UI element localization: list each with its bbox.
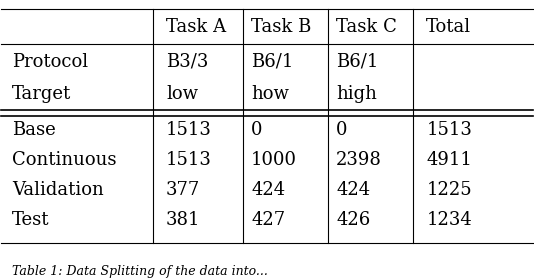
Text: 424: 424 bbox=[336, 181, 370, 199]
Text: Target: Target bbox=[12, 85, 71, 103]
Text: 1234: 1234 bbox=[426, 211, 472, 229]
Text: Task C: Task C bbox=[336, 18, 397, 36]
Text: Validation: Validation bbox=[12, 181, 104, 199]
Text: B6/1: B6/1 bbox=[336, 53, 379, 71]
Text: B3/3: B3/3 bbox=[166, 53, 208, 71]
Text: Task B: Task B bbox=[251, 18, 311, 36]
Text: 381: 381 bbox=[166, 211, 201, 229]
Text: 1513: 1513 bbox=[426, 121, 472, 139]
Text: B6/1: B6/1 bbox=[251, 53, 294, 71]
Text: 1225: 1225 bbox=[426, 181, 472, 199]
Text: high: high bbox=[336, 85, 377, 103]
Text: how: how bbox=[251, 85, 289, 103]
Text: low: low bbox=[166, 85, 198, 103]
Text: 4911: 4911 bbox=[426, 151, 472, 169]
Text: Test: Test bbox=[12, 211, 50, 229]
Text: Total: Total bbox=[426, 18, 472, 36]
Text: 0: 0 bbox=[251, 121, 263, 139]
Text: Continuous: Continuous bbox=[12, 151, 116, 169]
Text: Table 1: Data Splitting of the data into...: Table 1: Data Splitting of the data into… bbox=[12, 265, 268, 278]
Text: 427: 427 bbox=[251, 211, 285, 229]
Text: 424: 424 bbox=[251, 181, 285, 199]
Text: 0: 0 bbox=[336, 121, 348, 139]
Text: 1513: 1513 bbox=[166, 151, 212, 169]
Text: Protocol: Protocol bbox=[12, 53, 88, 71]
Text: 1000: 1000 bbox=[251, 151, 297, 169]
Text: 377: 377 bbox=[166, 181, 200, 199]
Text: 2398: 2398 bbox=[336, 151, 382, 169]
Text: Task A: Task A bbox=[166, 18, 226, 36]
Text: 1513: 1513 bbox=[166, 121, 212, 139]
Text: Base: Base bbox=[12, 121, 56, 139]
Text: 426: 426 bbox=[336, 211, 370, 229]
